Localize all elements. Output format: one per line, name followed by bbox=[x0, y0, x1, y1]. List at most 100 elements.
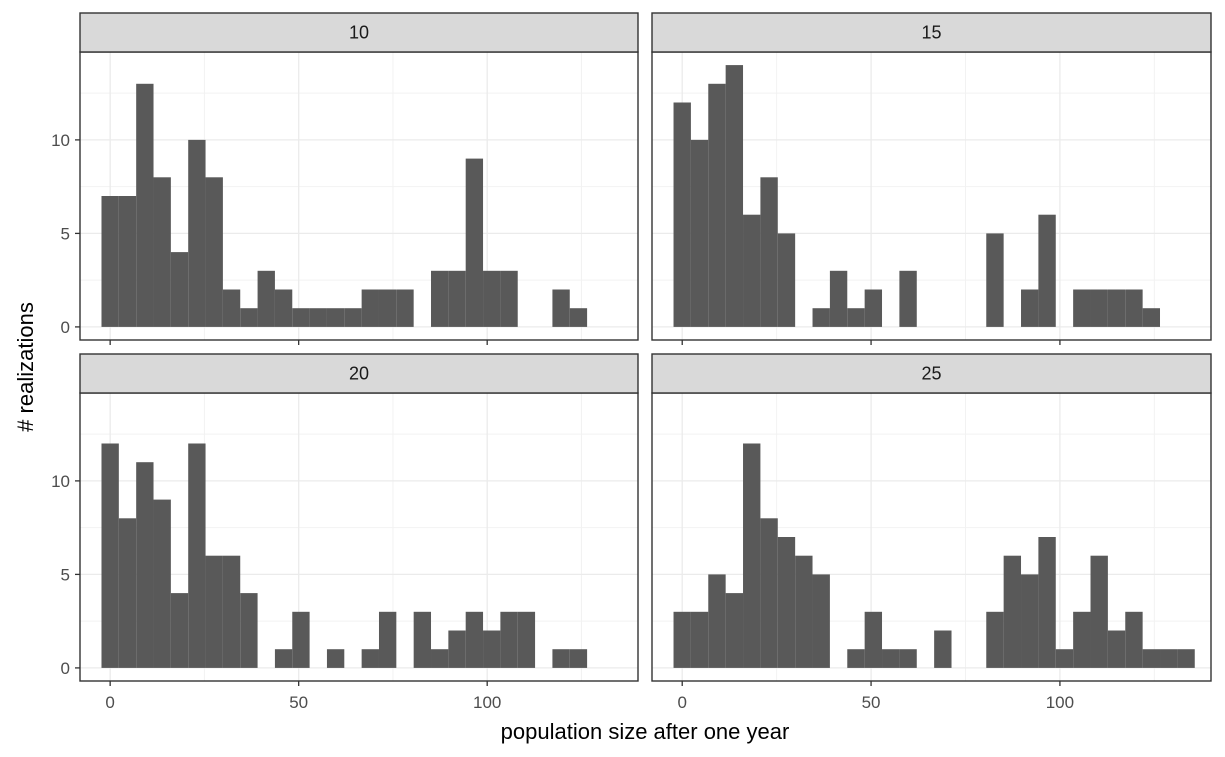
panels-layer: 10 15 20 25 bbox=[79, 12, 1212, 682]
histogram-bar bbox=[986, 233, 1004, 327]
histogram-bar bbox=[118, 196, 137, 327]
x-axis-title: population size after one year bbox=[501, 719, 790, 744]
histogram-bar bbox=[118, 518, 137, 668]
histogram-bar bbox=[153, 177, 171, 327]
histogram-bar bbox=[257, 270, 275, 327]
histogram-bar bbox=[1160, 649, 1178, 668]
histogram-bar bbox=[829, 270, 848, 327]
histogram-bar bbox=[205, 555, 223, 668]
histogram-bar bbox=[1073, 289, 1091, 327]
histogram-bar bbox=[1038, 214, 1056, 327]
histogram-bar bbox=[1142, 308, 1161, 327]
histogram-bar bbox=[240, 593, 258, 668]
histogram-bar bbox=[274, 649, 293, 668]
y-tick-label: 0 bbox=[61, 659, 70, 678]
x-tick-label: 0 bbox=[105, 693, 114, 712]
x-tick-label: 100 bbox=[1046, 693, 1074, 712]
histogram-bar bbox=[448, 630, 466, 668]
facet-panel-15: 15 bbox=[651, 12, 1212, 341]
histogram-bar bbox=[864, 611, 883, 668]
histogram-bar bbox=[934, 630, 952, 668]
histogram-bar bbox=[1090, 555, 1108, 668]
facet-strip-label: 25 bbox=[921, 364, 941, 384]
histogram-bar bbox=[361, 289, 379, 327]
histogram-bar bbox=[188, 443, 206, 668]
histogram-bar bbox=[743, 443, 761, 668]
histogram-bar bbox=[690, 139, 709, 327]
histogram-bar bbox=[690, 611, 709, 668]
histogram-bar bbox=[222, 555, 241, 668]
histogram-bar bbox=[882, 649, 900, 668]
histogram-bar bbox=[448, 270, 466, 327]
histogram-bar bbox=[136, 462, 154, 668]
histogram-bar bbox=[465, 611, 484, 668]
facet-strip bbox=[79, 353, 639, 394]
histogram-bar bbox=[431, 649, 449, 668]
histogram-bar bbox=[1055, 649, 1074, 668]
histogram-bar bbox=[673, 102, 691, 327]
histogram-bar bbox=[725, 65, 744, 327]
histogram-bar bbox=[500, 611, 518, 668]
histogram-bar bbox=[1021, 574, 1039, 668]
histogram-bar bbox=[170, 252, 189, 327]
histogram-bar bbox=[673, 611, 691, 668]
histogram-bar bbox=[725, 593, 744, 668]
histogram-bar bbox=[222, 289, 241, 327]
y-tick-label: 5 bbox=[61, 224, 70, 243]
histogram-bar bbox=[500, 270, 518, 327]
histogram-bar bbox=[847, 308, 865, 327]
histogram-bar bbox=[465, 158, 484, 327]
histogram-bar bbox=[483, 270, 501, 327]
histogram-bar bbox=[1021, 289, 1039, 327]
histogram-bar bbox=[170, 593, 189, 668]
histogram-bar bbox=[708, 83, 726, 327]
histogram-bar bbox=[396, 289, 414, 327]
histogram-bar bbox=[344, 308, 362, 327]
histogram-bar bbox=[743, 214, 761, 327]
histogram-bar bbox=[1142, 649, 1161, 668]
x-tick-label: 50 bbox=[289, 693, 308, 712]
histogram-bar bbox=[274, 289, 293, 327]
histogram-bar bbox=[1073, 611, 1091, 668]
histogram-bar bbox=[1090, 289, 1108, 327]
histogram-bar bbox=[1038, 537, 1056, 668]
histogram-bar bbox=[812, 574, 830, 668]
histogram-bar bbox=[431, 270, 449, 327]
y-axis-title: # realizations bbox=[13, 302, 38, 432]
histogram-bar bbox=[864, 289, 883, 327]
histogram-bar bbox=[188, 139, 206, 327]
y-tick-label: 5 bbox=[61, 565, 70, 584]
histogram-bar bbox=[1177, 649, 1195, 668]
histogram-bar bbox=[309, 308, 327, 327]
histogram-bar bbox=[552, 649, 570, 668]
histogram-bar bbox=[777, 233, 796, 327]
y-tick-label: 0 bbox=[61, 318, 70, 337]
histogram-bar bbox=[760, 518, 778, 668]
facet-strip-label: 20 bbox=[349, 364, 369, 384]
histogram-bar bbox=[136, 83, 154, 327]
histogram-bar bbox=[1107, 630, 1126, 668]
histogram-bar bbox=[795, 555, 813, 668]
facet-strip-label: 10 bbox=[349, 23, 369, 43]
histogram-bar bbox=[899, 270, 917, 327]
facet-strip bbox=[79, 12, 639, 53]
x-tick-label: 100 bbox=[473, 693, 501, 712]
histogram-bar bbox=[899, 649, 917, 668]
y-tick-label: 10 bbox=[51, 472, 70, 491]
histogram-bar bbox=[569, 308, 588, 327]
histogram-bar bbox=[378, 289, 397, 327]
histogram-bar bbox=[777, 537, 796, 668]
histogram-bar bbox=[361, 649, 379, 668]
histogram-bar bbox=[1125, 611, 1143, 668]
histogram-bar bbox=[292, 308, 310, 327]
histogram-bar bbox=[101, 443, 119, 668]
histogram-bar bbox=[292, 611, 310, 668]
histogram-bar bbox=[760, 177, 778, 327]
x-tick-label: 50 bbox=[862, 693, 881, 712]
histogram-bar bbox=[1107, 289, 1126, 327]
histogram-bar bbox=[552, 289, 570, 327]
histogram-bar bbox=[986, 611, 1004, 668]
facet-panel-20: 20 bbox=[79, 353, 639, 682]
facet-panel-25: 25 bbox=[651, 353, 1212, 682]
